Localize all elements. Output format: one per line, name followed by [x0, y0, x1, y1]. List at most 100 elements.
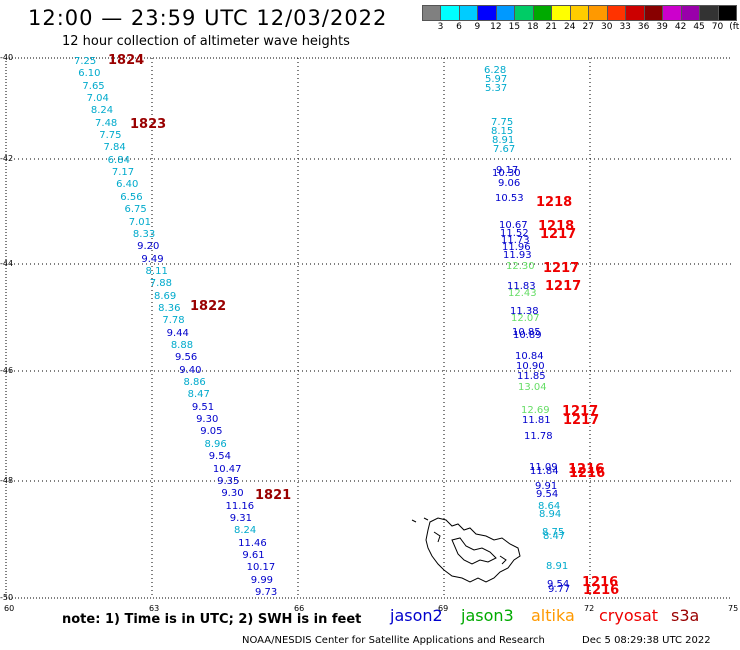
swh-value: 11.46 — [238, 537, 267, 549]
swh-value: 9.91 — [535, 481, 558, 492]
colorbar-label: 24 — [564, 22, 576, 32]
swh-value: 8.91 — [492, 135, 515, 146]
latitude-label: -50 — [0, 593, 14, 602]
colorbar-label: 42 — [674, 22, 687, 32]
swh-value: 12.07 — [511, 313, 540, 324]
swh-value: 11.38 — [510, 306, 539, 317]
swh-value: 8.47 — [187, 389, 210, 401]
colorbar-label: 12 — [490, 22, 502, 32]
time-label: 1217 — [543, 261, 580, 276]
swh-value: 9.17 — [496, 165, 519, 176]
swh-value: 8.96 — [204, 438, 227, 450]
swh-value: 9.30 — [196, 414, 219, 426]
swh-value: 9.20 — [137, 241, 160, 253]
time-label: 1217 — [562, 404, 599, 419]
time-label: 1217 — [540, 227, 577, 242]
swh-value: 9.51 — [191, 401, 215, 413]
time-label: 1216 — [582, 575, 619, 590]
colorbar-label: 33 — [619, 22, 631, 32]
colorbar-label: 18 — [527, 22, 539, 32]
swh-value: 8.15 — [491, 126, 514, 137]
latitude-label: -42 — [0, 154, 14, 163]
swh-value: 11.81 — [522, 415, 551, 426]
time-label: 1218 — [538, 219, 575, 234]
colorbar-label: 30 — [600, 22, 613, 32]
swh-value: 6.28 — [484, 65, 507, 76]
swh-value: 9.77 — [548, 584, 571, 595]
time-label: 1824 — [108, 53, 145, 68]
swh-value: 6.56 — [120, 191, 143, 203]
map-title: 12:00 — 23:59 UTC 12/03/2022 — [28, 6, 388, 30]
swh-value: 9.54 — [547, 579, 570, 590]
colorbar-label: 9 — [474, 22, 481, 32]
graticule — [6, 58, 732, 598]
swh-value: 7.88 — [149, 278, 173, 290]
swh-value: 11.16 — [225, 500, 255, 512]
swh-value: 7.75 — [491, 117, 514, 128]
swh-value: 9.44 — [166, 327, 189, 339]
swh-value: 8.24 — [233, 525, 257, 537]
swh-value: 11.96 — [502, 242, 531, 253]
colorbar-label: 70 — [711, 22, 724, 32]
swh-value: 7.67 — [493, 144, 516, 155]
longitude-label: 75 — [728, 604, 739, 613]
swh-value: 8.24 — [90, 105, 114, 117]
swh-value: 6.84 — [107, 154, 130, 166]
time-label: 1218 — [536, 195, 573, 210]
legend-jason2: jason2 — [390, 606, 443, 625]
swh-value: 10.67 — [499, 220, 528, 231]
colorbar-label: 6 — [456, 22, 462, 32]
swh-value: 7.04 — [86, 93, 109, 105]
swh-value: 8.75 — [542, 527, 565, 538]
swh-value: 9.54 — [536, 489, 559, 500]
swh-value: 8.47 — [543, 531, 566, 542]
swh-value: 10.30 — [492, 168, 521, 179]
swh-value: 9.56 — [175, 352, 198, 364]
swh-value: 8.64 — [538, 501, 561, 512]
legend-altika: altika — [531, 606, 575, 625]
swh-value: 11.93 — [503, 250, 532, 261]
colorbar-label: (ft) — [729, 22, 740, 32]
swh-value: 6.40 — [116, 179, 139, 191]
swh-value: 11.83 — [507, 281, 536, 292]
swh-value: 7.78 — [162, 315, 185, 327]
colorbar-label: 21 — [545, 22, 558, 32]
swh-value: 10.84 — [515, 351, 544, 362]
swh-value: 11.09 — [529, 462, 558, 473]
swh-value: 6.75 — [124, 204, 147, 216]
swh-value: 8.33 — [132, 228, 156, 240]
longitude-label: 63 — [149, 604, 160, 613]
swh-value: 13.04 — [518, 382, 547, 393]
swh-value: 10.47 — [212, 463, 242, 475]
swh-value: 8.88 — [170, 340, 194, 352]
latitude-label: -44 — [0, 259, 14, 268]
colorbar-label: 15 — [508, 22, 521, 32]
swh-value: 7.01 — [128, 216, 151, 228]
swh-value: 9.54 — [208, 451, 231, 463]
wave-height-colorbar — [422, 5, 737, 21]
swh-value: 11.84 — [530, 466, 559, 477]
swh-value: 7.48 — [95, 117, 118, 129]
legend-jason3: jason3 — [461, 606, 514, 625]
swh-value: 9.31 — [229, 512, 252, 524]
swh-value: 9.61 — [242, 549, 265, 561]
longitude-label: 72 — [584, 604, 595, 613]
colorbar-label: 36 — [637, 22, 650, 32]
swh-value: 7.84 — [103, 142, 126, 154]
longitude-label: 66 — [294, 604, 305, 613]
latitude-label: -48 — [0, 476, 14, 485]
swh-value: 10.89 — [513, 330, 542, 341]
swh-value: 9.49 — [141, 253, 164, 265]
swh-value: 8.86 — [183, 377, 206, 389]
swh-value: 11.52 — [500, 228, 529, 239]
swh-value: 10.90 — [516, 361, 545, 372]
swh-value: 12.43 — [508, 288, 537, 299]
swh-value: 5.97 — [485, 74, 508, 85]
swh-value: 8.36 — [158, 302, 181, 314]
swh-value: 10.85 — [512, 327, 541, 338]
swh-value: 8.11 — [145, 265, 168, 277]
swh-value: 7.65 — [82, 80, 105, 92]
kerguelen-islands — [411, 517, 521, 583]
swh-value: 9.30 — [221, 488, 244, 500]
